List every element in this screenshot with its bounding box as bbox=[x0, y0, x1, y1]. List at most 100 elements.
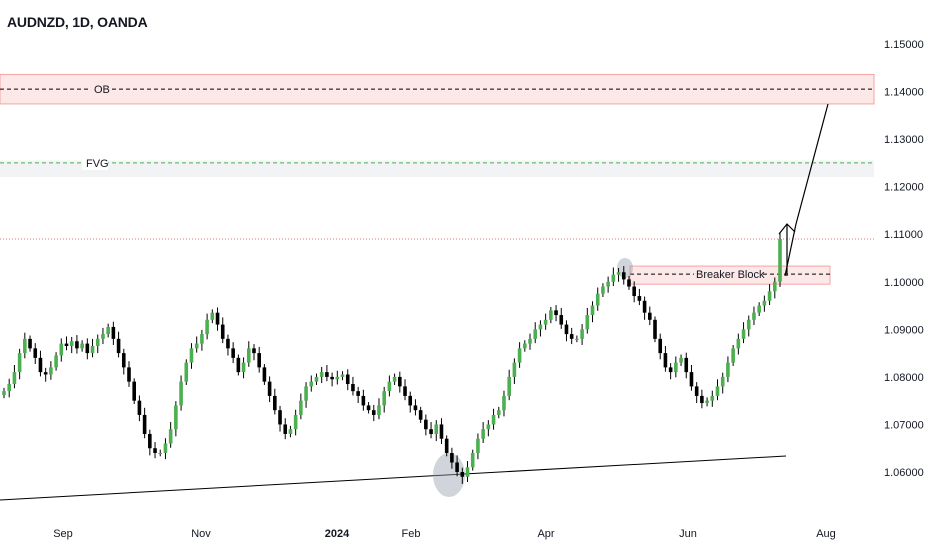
candle-body bbox=[637, 296, 642, 301]
ob-label: OB bbox=[94, 84, 110, 96]
y-tick-label: 1.11000 bbox=[884, 229, 923, 241]
annotations-layer bbox=[778, 103, 829, 277]
candle-body bbox=[85, 343, 90, 354]
candle-body bbox=[491, 414, 496, 425]
candle-body bbox=[153, 448, 157, 453]
candle-body bbox=[559, 315, 564, 325]
x-tick-label: Jun bbox=[679, 528, 697, 540]
y-tick-label: 1.12000 bbox=[884, 182, 924, 194]
candle-body bbox=[720, 376, 725, 387]
x-tick-label: Aug bbox=[816, 528, 836, 540]
candle-body bbox=[684, 357, 689, 373]
candle-body bbox=[549, 310, 553, 320]
candle-body bbox=[377, 405, 381, 415]
candle-body bbox=[220, 324, 225, 339]
zones-layer: OB FVG Breaker Block bbox=[0, 73, 875, 285]
chart-title: AUDNZD, 1D, OANDA bbox=[7, 14, 148, 30]
candle-body bbox=[174, 405, 178, 430]
candle-body bbox=[772, 281, 777, 292]
candle-body bbox=[434, 424, 439, 434]
candle-body bbox=[653, 319, 657, 339]
candle-body bbox=[361, 395, 366, 406]
candle-body bbox=[486, 424, 491, 430]
candle-body bbox=[241, 362, 246, 373]
candle-body bbox=[481, 429, 485, 439]
candle-body bbox=[111, 326, 116, 339]
candle-body bbox=[80, 343, 84, 349]
fvg-label: FVG bbox=[86, 158, 109, 170]
candle-body bbox=[293, 414, 298, 430]
candle-body bbox=[335, 376, 340, 380]
candle-body bbox=[647, 312, 652, 320]
candle-body bbox=[299, 400, 303, 415]
candle-body bbox=[700, 395, 704, 404]
candle-body bbox=[778, 238, 782, 282]
candle-body bbox=[595, 293, 600, 306]
candle-body bbox=[564, 324, 569, 335]
x-tick-label: Apr bbox=[537, 528, 554, 540]
candle-body bbox=[543, 319, 548, 325]
candle-body bbox=[606, 281, 610, 287]
candle-body bbox=[17, 353, 22, 373]
candle-body bbox=[674, 362, 678, 373]
candle-body bbox=[533, 329, 538, 339]
candle-body bbox=[101, 334, 105, 339]
candle-body bbox=[752, 312, 756, 320]
candle-body bbox=[465, 467, 470, 477]
candle-body bbox=[49, 367, 53, 375]
candle-body bbox=[507, 376, 511, 396]
candle-body bbox=[7, 384, 12, 392]
candle-body bbox=[679, 357, 683, 363]
candle-body bbox=[403, 386, 407, 396]
candle-body bbox=[611, 274, 616, 282]
candle-body bbox=[325, 372, 329, 377]
candle-body bbox=[262, 367, 267, 382]
trendline bbox=[0, 455, 787, 501]
candle-body bbox=[28, 338, 32, 349]
candle-body bbox=[205, 319, 209, 335]
candle-body bbox=[142, 414, 147, 434]
candle-body bbox=[658, 338, 663, 354]
candle-body bbox=[585, 315, 590, 330]
candle-body bbox=[257, 353, 261, 368]
candle-body bbox=[689, 372, 694, 387]
candle-body bbox=[512, 362, 517, 377]
candle-body bbox=[309, 381, 314, 387]
candle-body bbox=[215, 312, 220, 325]
candle-body bbox=[158, 452, 163, 454]
candle-body bbox=[252, 348, 256, 354]
candle-body bbox=[746, 319, 751, 330]
candle-body bbox=[23, 338, 27, 354]
candle-body bbox=[590, 305, 595, 316]
breaker-label: Breaker Block bbox=[696, 269, 765, 281]
candle-body bbox=[12, 372, 17, 385]
y-tick-label: 1.15000 bbox=[884, 39, 924, 51]
candle-body bbox=[54, 355, 58, 368]
candle-body bbox=[64, 343, 69, 346]
candle-body bbox=[163, 443, 168, 453]
candle-body bbox=[627, 279, 631, 287]
candle-body bbox=[523, 343, 527, 349]
candle-body bbox=[304, 386, 308, 401]
candle-body bbox=[236, 357, 241, 373]
candle-body bbox=[38, 357, 43, 373]
candle-body bbox=[69, 341, 74, 346]
candle-body bbox=[382, 391, 386, 406]
breaker-label-bg bbox=[694, 267, 760, 282]
candle-body bbox=[496, 410, 501, 415]
candle-body bbox=[616, 272, 621, 275]
candle-body bbox=[710, 395, 715, 401]
candle-body bbox=[632, 286, 636, 297]
candle-body bbox=[106, 326, 110, 335]
candle-body bbox=[580, 329, 584, 339]
candle-body bbox=[194, 343, 199, 349]
candle-body bbox=[387, 381, 392, 392]
candle-body bbox=[470, 452, 475, 468]
candle-body bbox=[762, 300, 767, 306]
candle-body bbox=[575, 338, 579, 340]
candle-body bbox=[75, 341, 79, 349]
candle-body bbox=[601, 286, 605, 294]
candle-body bbox=[116, 338, 121, 354]
candle-body bbox=[148, 433, 152, 449]
